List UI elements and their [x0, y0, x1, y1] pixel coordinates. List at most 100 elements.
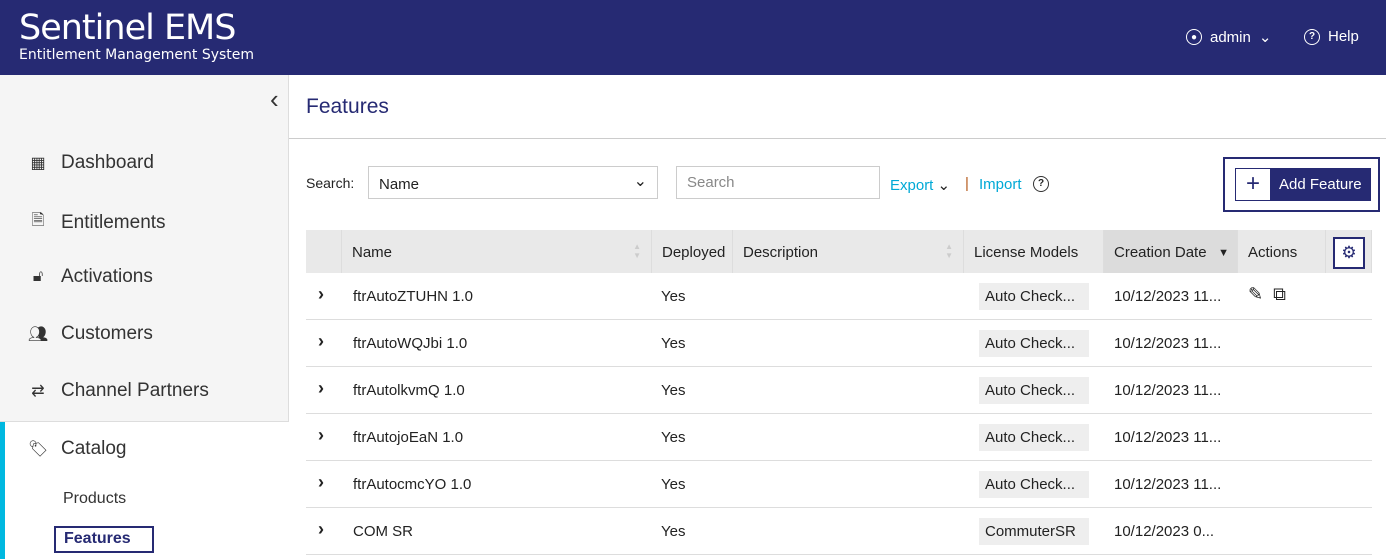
help-icon: ? [1304, 28, 1320, 45]
add-feature-label: Add Feature [1279, 176, 1362, 193]
creation-date: 10/12/2023 11... [1114, 335, 1222, 352]
sort-icon: ▲ ▼ [633, 242, 641, 260]
users-icon: 👥︎ [27, 326, 49, 343]
search-field-value: Name [379, 176, 420, 193]
sidebar-item-label: Activations [61, 266, 153, 287]
handshake-icon: ⇄ [31, 383, 45, 400]
document-icon: 🗎 [31, 212, 45, 229]
license-model-chip: Auto Check... [979, 424, 1089, 451]
column-header-name[interactable]: Name ▲ ▼ [342, 230, 652, 273]
deployed-value: Yes [661, 429, 686, 446]
divider [289, 138, 1386, 139]
creation-date: 10/12/2023 11... [1114, 288, 1222, 305]
user-icon: ● [1186, 29, 1202, 45]
deployed-value: Yes [661, 288, 686, 305]
add-feature-focus-ring: + Add Feature [1223, 157, 1380, 212]
license-model-chip: Auto Check... [979, 471, 1089, 498]
feature-name: ftrAutocmcYO 1.0 [353, 476, 472, 493]
sidebar-item-label: Catalog [61, 438, 127, 459]
creation-date: 10/12/2023 11... [1114, 476, 1222, 493]
unlock-icon: 🔓︎ [32, 268, 44, 285]
separator: | [965, 175, 969, 192]
expand-row-chevron-icon[interactable]: › [318, 472, 324, 492]
page-title: Features [306, 95, 389, 118]
table-row[interactable]: › ftrAutoZTUHN 1.0 Yes Auto Check... 10/… [306, 273, 1372, 320]
plus-icon: + [1236, 169, 1270, 200]
creation-date: 10/12/2023 0... [1114, 523, 1215, 540]
add-feature-button[interactable]: + Add Feature [1235, 168, 1371, 201]
feature-name: COM SR [353, 523, 413, 540]
expand-row-chevron-icon[interactable]: › [318, 284, 324, 304]
feature-name: ftrAutoWQJbi 1.0 [353, 335, 468, 352]
sidebar [0, 75, 289, 422]
chevron-down-icon: ⌄ [1258, 29, 1272, 46]
sidebar-item-catalog[interactable]: 🏷︎ Catalog [27, 438, 127, 460]
column-label: License Models [974, 244, 1079, 261]
feature-name: ftrAutojoEaN 1.0 [353, 429, 464, 446]
license-model-chip: Auto Check... [979, 377, 1089, 404]
search-field-select[interactable]: Name ⌄ [368, 166, 658, 199]
row-actions: ✎ ⧉ [1248, 284, 1286, 305]
user-name: admin [1210, 28, 1251, 46]
help-link[interactable]: ? Help [1304, 28, 1359, 45]
help-icon[interactable]: ? [1033, 176, 1049, 192]
edit-pencil-icon[interactable]: ✎ [1248, 284, 1264, 304]
sidebar-item-dashboard[interactable]: ▦ Dashboard [27, 152, 154, 174]
column-header-description[interactable]: Description ▲ ▼ [733, 230, 964, 273]
sort-desc-icon: ▼ [1218, 247, 1229, 259]
logo-subtitle: Entitlement Management System [19, 47, 255, 63]
search-input[interactable] [676, 166, 880, 199]
feature-name: ftrAutolkvmQ 1.0 [353, 382, 465, 399]
column-header-creation-date[interactable]: Creation Date ▼ [1104, 230, 1238, 273]
deployed-value: Yes [661, 335, 686, 352]
sidebar-item-activations[interactable]: 🔓︎ Activations [27, 266, 153, 288]
logo-title: Sentinel EMS [19, 8, 236, 48]
sidebar-item-entitlements[interactable]: 🗎 Entitlements [27, 209, 166, 236]
license-model-chip: Auto Check... [979, 330, 1089, 357]
sidebar-item-customers[interactable]: 👥︎ Customers [27, 323, 153, 345]
export-label: Export [890, 177, 934, 194]
sidebar-subitem-products[interactable]: Products [63, 490, 127, 507]
chevron-down-icon: ⌄ [937, 177, 951, 194]
column-expander [306, 230, 342, 273]
license-model-chip: Auto Check... [979, 283, 1089, 310]
copy-icon[interactable]: ⧉ [1273, 284, 1286, 304]
table-row[interactable]: › ftrAutolkvmQ 1.0 Yes Auto Check... 10/… [306, 367, 1372, 414]
table-row[interactable]: › ftrAutoWQJbi 1.0 Yes Auto Check... 10/… [306, 320, 1372, 367]
sidebar-item-label: Dashboard [61, 152, 154, 173]
table-row[interactable]: › COM SR Yes CommuterSR 10/12/2023 0... [306, 508, 1372, 555]
expand-row-chevron-icon[interactable]: › [318, 519, 324, 539]
column-header-license-models[interactable]: License Models [964, 230, 1104, 273]
deployed-value: Yes [661, 382, 686, 399]
expand-row-chevron-icon[interactable]: › [318, 331, 324, 351]
sidebar-subitem-features[interactable]: Features [54, 526, 154, 553]
import-link[interactable]: Import [979, 176, 1022, 193]
column-header-deployed[interactable]: Deployed [652, 230, 733, 273]
column-label: Actions [1248, 244, 1298, 261]
user-menu[interactable]: ● admin ⌄ [1186, 28, 1271, 46]
deployed-value: Yes [661, 476, 686, 493]
active-section-indicator [0, 422, 5, 559]
column-header-actions: Actions [1238, 230, 1326, 273]
sidebar-item-label: Channel Partners [61, 380, 209, 401]
sidebar-item-channel-partners[interactable]: ⇄ Channel Partners [27, 380, 209, 402]
chevron-down-icon: ⌄ [633, 173, 647, 190]
sidebar-item-label: Entitlements [61, 211, 166, 233]
column-label: Creation Date [1114, 244, 1207, 261]
sidebar-item-label: Customers [61, 323, 153, 344]
export-menu[interactable]: Export ⌄ [890, 176, 950, 194]
sort-icon: ▲ ▼ [945, 242, 953, 260]
expand-row-chevron-icon[interactable]: › [318, 425, 324, 445]
tag-icon: 🏷︎ [27, 441, 49, 458]
column-settings-gear-icon[interactable]: ⚙ [1333, 237, 1365, 269]
collapse-sidebar-icon[interactable]: ‹ [270, 84, 279, 114]
grid-icon: ▦ [30, 155, 46, 172]
column-label: Description [743, 244, 819, 261]
feature-name: ftrAutoZTUHN 1.0 [353, 288, 474, 305]
column-label: Deployed [662, 244, 726, 261]
column-label: Name [352, 244, 393, 261]
table-row[interactable]: › ftrAutocmcYO 1.0 Yes Auto Check... 10/… [306, 461, 1372, 508]
table-row[interactable]: › ftrAutojoEaN 1.0 Yes Auto Check... 10/… [306, 414, 1372, 461]
expand-row-chevron-icon[interactable]: › [318, 378, 324, 398]
help-label: Help [1328, 28, 1359, 45]
